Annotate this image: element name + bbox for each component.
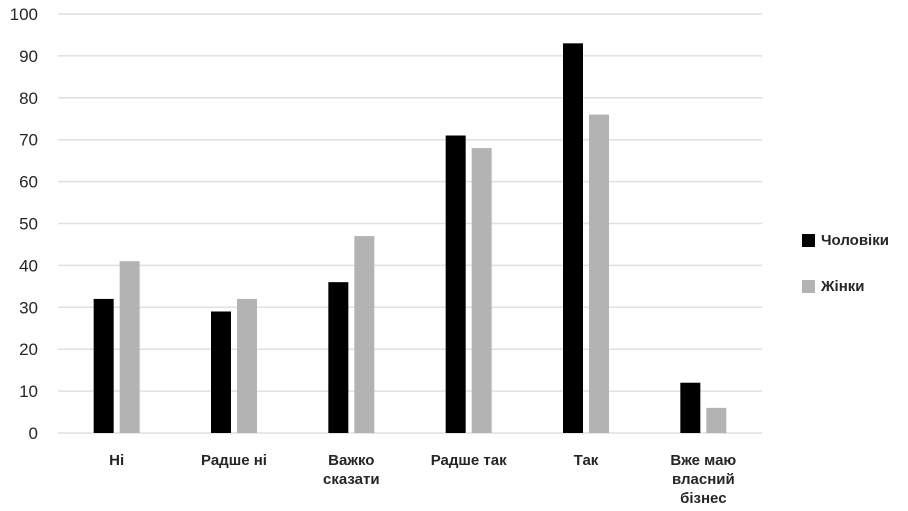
- bar-series-1-cat-4: [589, 114, 609, 433]
- y-tick-label: 90: [19, 47, 38, 66]
- x-category-label: Вже маю власний бізнес: [670, 452, 736, 507]
- bar-series-0-cat-1: [211, 311, 231, 433]
- legend-swatch-men: [802, 233, 815, 247]
- y-tick-label: 100: [10, 5, 38, 24]
- y-tick-label: 50: [19, 215, 38, 234]
- x-category-label: Ні: [109, 452, 124, 469]
- bar-series-1-cat-5: [706, 407, 727, 433]
- legend-item-women: Жінки: [802, 276, 889, 296]
- y-tick-label: 0: [29, 424, 38, 443]
- y-tick-label: 30: [19, 298, 38, 317]
- bar-series-1-cat-1: [237, 298, 257, 433]
- y-tick-label: 40: [19, 256, 38, 275]
- bar-series-1-cat-0: [119, 261, 140, 433]
- bar-series-0-cat-4: [563, 43, 583, 434]
- x-category-label: Так: [574, 452, 599, 469]
- legend-item-men: Чоловіки: [802, 230, 889, 250]
- legend: Чоловіки Жінки: [802, 230, 889, 322]
- y-tick-label: 70: [19, 131, 38, 150]
- bar-series-1-cat-2: [354, 236, 375, 433]
- y-tick-label: 20: [19, 340, 38, 359]
- bar-series-1-cat-3: [471, 148, 492, 433]
- x-category-label: Радше так: [431, 452, 507, 469]
- y-tick-label: 10: [19, 382, 38, 401]
- bar-series-0-cat-3: [445, 135, 466, 433]
- y-tick-label: 60: [19, 173, 38, 192]
- x-category-label: Радше ні: [201, 452, 267, 469]
- x-category-label: Важко сказати: [323, 452, 380, 488]
- legend-label-women: Жінки: [821, 277, 865, 295]
- y-tick-label: 80: [19, 89, 38, 108]
- bar-series-0-cat-2: [328, 282, 349, 433]
- bar-series-0-cat-0: [93, 298, 114, 433]
- legend-label-men: Чоловіки: [821, 231, 889, 249]
- bar-series-0-cat-5: [680, 382, 701, 433]
- legend-swatch-women: [802, 279, 815, 293]
